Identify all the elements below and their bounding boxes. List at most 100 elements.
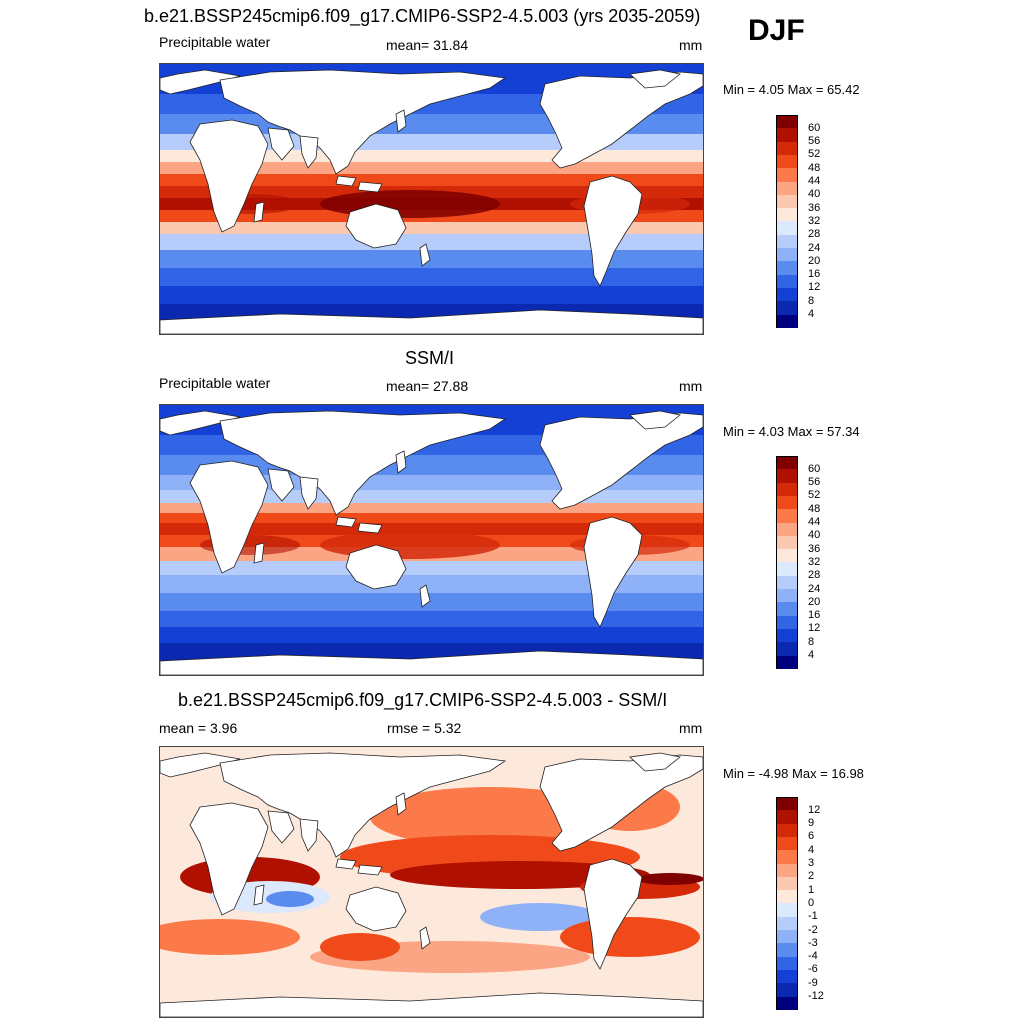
- colorbar-tick-label: 24: [808, 582, 821, 595]
- colorbar-box: [776, 234, 798, 249]
- colorbar-tick-label: 32: [808, 555, 821, 568]
- colorbar-box: [776, 836, 798, 851]
- panel-2-minmax: Min = 4.03 Max = 57.34: [723, 424, 860, 439]
- colorbar-tick-label: 12: [808, 803, 821, 816]
- colorbar-box: [776, 274, 798, 289]
- colorbar-tick-label: 16: [808, 268, 821, 281]
- panel-3-minmax: Min = -4.98 Max = 16.98: [723, 766, 864, 781]
- panel-2-map-graphic: [160, 405, 703, 675]
- colorbar-box: [776, 956, 798, 971]
- colorbar-box: [776, 194, 798, 209]
- colorbar-box: [776, 983, 798, 998]
- colorbar-tick-label: 9: [808, 817, 815, 830]
- colorbar-box: [776, 810, 798, 825]
- colorbar-tick-label: 40: [808, 188, 821, 201]
- season-label: DJF: [748, 14, 805, 47]
- colorbar-tick-label: -2: [808, 923, 818, 936]
- colorbar-box: [776, 495, 798, 510]
- colorbar-box: [776, 482, 798, 497]
- colorbar-tick-label: 56: [808, 135, 821, 148]
- panel-3-mean-label: mean = 3.96: [159, 720, 238, 736]
- colorbar-tick-label: 32: [808, 214, 821, 227]
- colorbar-tick-label: 44: [808, 516, 821, 528]
- colorbar-tick-label: 28: [808, 569, 821, 582]
- colorbar-box: [776, 996, 798, 1011]
- colorbar-tick-label: -4: [808, 950, 818, 963]
- panel-1-minmax: Min = 4.05 Max = 65.42: [723, 82, 860, 97]
- colorbar-box: [776, 287, 798, 302]
- colorbar-tick-label: 12: [808, 622, 821, 635]
- colorbar-box: [776, 863, 798, 878]
- panel-2-variable-label: Precipitable water: [159, 375, 271, 391]
- colorbar-box: [776, 181, 798, 196]
- colorbar-box: [776, 903, 798, 918]
- colorbar-box: [776, 261, 798, 276]
- panel-2-title: SSM/I: [405, 348, 455, 368]
- colorbar-tick-label: 28: [808, 228, 821, 241]
- colorbar-tick-label: 4: [808, 649, 815, 661]
- panel-1-title: b.e21.BSSP245cmip6.f09_g17.CMIP6-SSP2-4.…: [144, 6, 701, 26]
- colorbar-tick-label: -1: [808, 910, 818, 923]
- colorbar-box: [776, 797, 798, 811]
- colorbar-tick-label: 24: [808, 241, 821, 254]
- panel-3-map: [159, 746, 704, 1018]
- panel-1-units: mm: [679, 37, 703, 53]
- colorbar-tick-label: 16: [808, 609, 821, 622]
- colorbar-tick-label: 1: [808, 883, 815, 896]
- colorbar-box: [776, 115, 798, 129]
- colorbar-tick-label: -6: [808, 963, 818, 976]
- colorbar-box: [776, 314, 798, 329]
- colorbar-box: [776, 589, 798, 603]
- panel-2-mean-label: mean= 27.88: [386, 378, 469, 394]
- colorbar-tick-label: 8: [808, 294, 815, 307]
- colorbar-tick-label: 0: [808, 896, 815, 909]
- colorbar-box: [776, 890, 798, 904]
- colorbar-box: [776, 301, 798, 316]
- colorbar-tick-label: 6: [808, 830, 815, 843]
- colorbar-box: [776, 876, 798, 891]
- panel-1-map: [159, 63, 704, 335]
- colorbar-box: [776, 655, 798, 670]
- colorbar-box: [776, 168, 798, 183]
- colorbar-box: [776, 943, 798, 958]
- colorbar-box: [776, 916, 798, 931]
- colorbar-tick-label: -12: [808, 990, 824, 1002]
- colorbar-box: [776, 549, 798, 563]
- colorbar-tick-label: 52: [808, 148, 821, 161]
- colorbar-tick-label: 8: [808, 635, 815, 648]
- colorbar-tick-label: 56: [808, 476, 821, 489]
- panel-2-units: mm: [679, 378, 703, 394]
- colorbar-tick-label: 44: [808, 175, 821, 187]
- colorbar-tick-label: 3: [808, 857, 815, 869]
- colorbar-box: [776, 221, 798, 236]
- panel-3-title: b.e21.BSSP245cmip6.f09_g17.CMIP6-SSP2-4.…: [178, 690, 668, 710]
- panel-2-map: [159, 404, 704, 676]
- colorbar-box: [776, 208, 798, 222]
- colorbar-tick-label: 60: [808, 121, 821, 134]
- colorbar-tick-label: 40: [808, 529, 821, 542]
- colorbar-tick-label: 60: [808, 462, 821, 475]
- colorbar-box: [776, 930, 798, 944]
- colorbar-box: [776, 248, 798, 262]
- colorbar-tick-label: 4: [808, 308, 815, 320]
- colorbar-tick-label: 52: [808, 489, 821, 502]
- colorbar-tick-label: -3: [808, 936, 818, 949]
- panel-3-map-graphic: [160, 747, 703, 1017]
- colorbar-tick-label: 48: [808, 161, 821, 174]
- colorbar-box: [776, 535, 798, 550]
- colorbar-tick-label: 36: [808, 201, 821, 214]
- colorbar-box: [776, 154, 798, 169]
- colorbar-box: [776, 128, 798, 143]
- panel-1-variable-label: Precipitable water: [159, 34, 271, 50]
- colorbar-box: [776, 628, 798, 643]
- colorbar-box: [776, 509, 798, 524]
- colorbar-tick-label: 48: [808, 502, 821, 515]
- colorbar-tick-label: 4: [808, 843, 815, 856]
- colorbar-tick-label: 20: [808, 595, 821, 608]
- colorbar-tick-label: 36: [808, 542, 821, 555]
- colorbar-box: [776, 456, 798, 470]
- colorbar-box: [776, 575, 798, 590]
- panel-1-mean-label: mean= 31.84: [386, 37, 469, 53]
- colorbar-box: [776, 141, 798, 156]
- colorbar-tick-label: 2: [808, 870, 815, 883]
